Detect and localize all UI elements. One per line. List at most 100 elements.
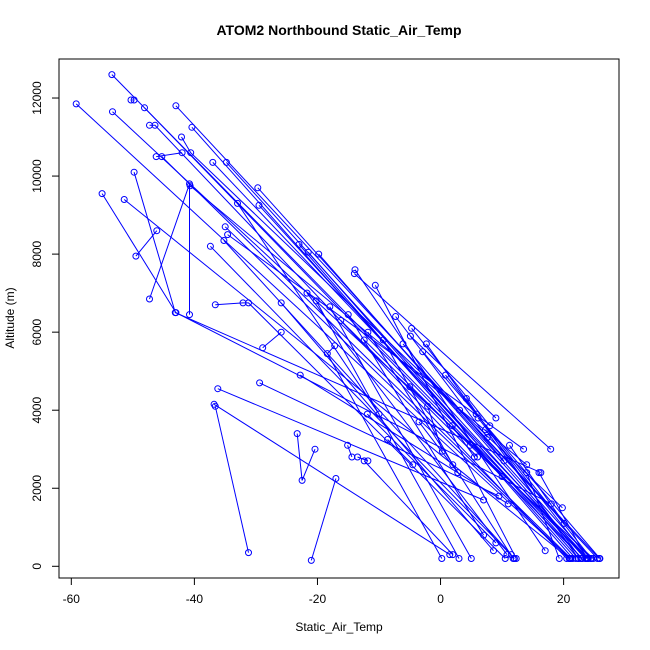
data-point xyxy=(256,379,264,387)
y-axis-title: Altitude (m) xyxy=(3,287,17,348)
series-line-32 xyxy=(411,327,491,427)
data-point xyxy=(506,441,513,449)
data-point xyxy=(98,190,106,198)
data-point xyxy=(354,453,361,461)
series-line-31 xyxy=(402,343,505,462)
series-line-38 xyxy=(280,302,494,552)
data-point xyxy=(583,555,591,562)
data-point xyxy=(520,445,528,453)
data-point xyxy=(363,410,371,418)
data-point xyxy=(120,196,128,203)
data-point xyxy=(364,328,372,336)
data-point xyxy=(406,383,414,391)
data-point xyxy=(172,102,180,110)
data-point xyxy=(555,555,563,562)
data-point xyxy=(480,531,488,539)
data-point xyxy=(547,445,555,453)
series-line-12 xyxy=(226,162,586,559)
data-point xyxy=(482,426,489,434)
data-point xyxy=(187,149,195,157)
series-line-25 xyxy=(298,244,574,559)
data-point xyxy=(277,328,285,336)
y-tick-label: 6000 xyxy=(30,318,44,345)
series-line-70 xyxy=(526,472,560,559)
data-point xyxy=(315,250,323,258)
data-point xyxy=(186,180,193,188)
chart-title: ATOM2 Northbound Static_Air_Temp xyxy=(216,22,461,38)
data-point xyxy=(146,295,153,303)
series-line-39 xyxy=(329,306,472,559)
data-point xyxy=(178,133,185,141)
y-tick-label: 12000 xyxy=(30,81,44,115)
data-point xyxy=(587,555,595,562)
data-point xyxy=(466,441,474,449)
data-point xyxy=(455,555,463,562)
series-line-47 xyxy=(259,382,500,497)
data-point xyxy=(474,414,482,422)
plot-points xyxy=(72,71,604,564)
data-point xyxy=(312,297,320,305)
data-point xyxy=(296,371,304,379)
data-point xyxy=(480,496,488,504)
data-point xyxy=(448,422,456,430)
data-point xyxy=(454,469,462,477)
data-point xyxy=(259,344,267,352)
data-point xyxy=(415,418,423,426)
series-line-69 xyxy=(485,429,582,559)
series-line-61 xyxy=(310,478,337,561)
series-line-43 xyxy=(326,345,443,559)
series-line-66 xyxy=(465,398,579,559)
series-line-42 xyxy=(262,331,282,349)
data-point xyxy=(535,469,543,477)
data-point xyxy=(419,348,427,356)
data-point xyxy=(558,504,566,512)
data-point xyxy=(188,123,196,131)
data-point xyxy=(474,453,481,461)
series-line-51 xyxy=(366,413,497,544)
data-point xyxy=(186,311,193,319)
data-point xyxy=(311,445,319,453)
series-line-20 xyxy=(149,183,190,315)
data-point xyxy=(503,551,511,559)
data-point xyxy=(277,299,285,307)
series-line-59 xyxy=(296,433,316,481)
data-point xyxy=(364,457,372,465)
data-point xyxy=(399,340,407,348)
data-point xyxy=(72,100,80,108)
series-line-73 xyxy=(354,273,552,450)
data-point xyxy=(462,395,470,402)
data-point xyxy=(224,231,232,239)
series-line-19 xyxy=(135,230,158,257)
data-point xyxy=(424,402,432,410)
data-point xyxy=(486,422,494,430)
data-point xyxy=(467,555,475,562)
series-line-53 xyxy=(427,406,443,452)
data-point xyxy=(209,158,217,166)
series-line-27 xyxy=(318,253,587,559)
series-line-14 xyxy=(258,204,583,559)
data-point xyxy=(500,457,508,465)
series-line-65 xyxy=(445,374,592,559)
x-tick-label: 20 xyxy=(557,592,571,606)
data-point xyxy=(255,201,263,209)
data-point xyxy=(171,309,179,317)
data-point xyxy=(234,199,241,207)
y-tick-label: 4000 xyxy=(30,397,44,424)
data-point xyxy=(220,237,228,244)
data-point xyxy=(541,547,549,555)
data-point xyxy=(384,436,392,443)
series-line-62 xyxy=(237,203,380,415)
series-line-45 xyxy=(382,339,454,466)
series-line-56 xyxy=(347,445,353,458)
series-line-40 xyxy=(347,314,485,536)
data-point xyxy=(483,434,491,441)
y-tick-label: 0 xyxy=(30,563,44,570)
data-point xyxy=(523,461,531,469)
data-point xyxy=(211,402,219,410)
data-point xyxy=(456,406,464,414)
series-line-67 xyxy=(459,409,600,559)
series-line-10 xyxy=(156,152,183,158)
data-point xyxy=(495,492,503,500)
data-point xyxy=(153,227,161,235)
data-point xyxy=(392,313,400,320)
